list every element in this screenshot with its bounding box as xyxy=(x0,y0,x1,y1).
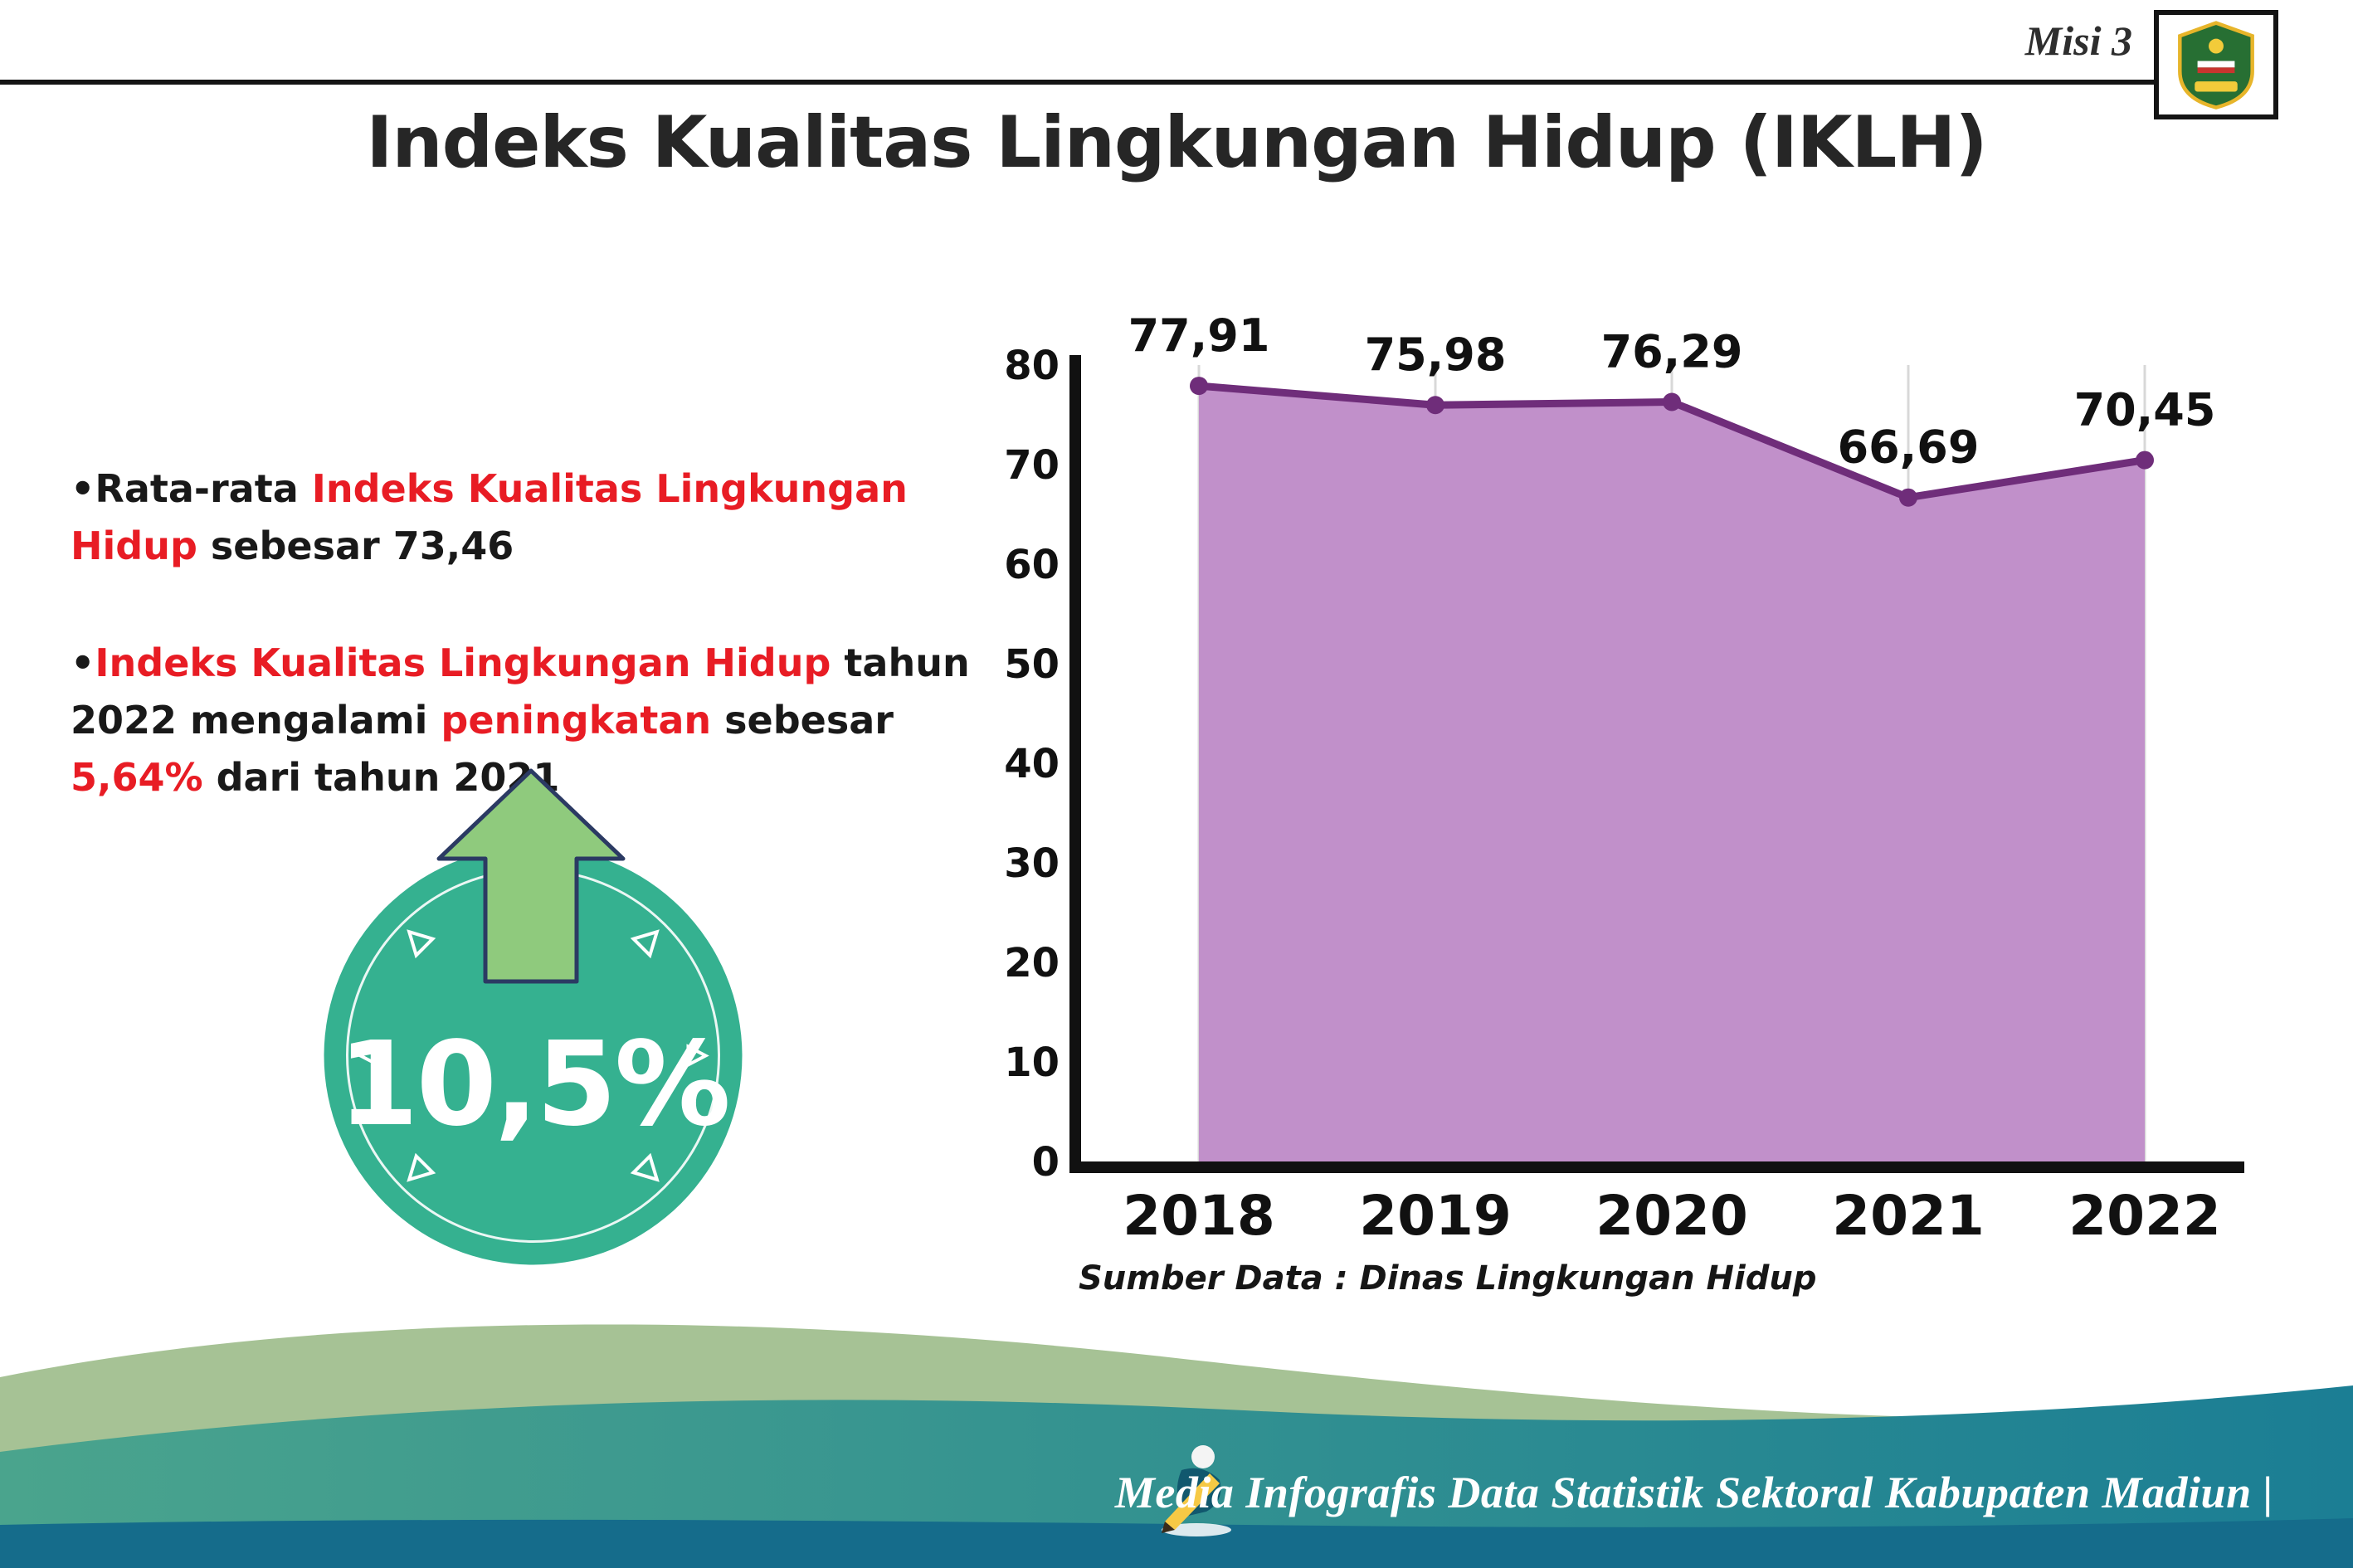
y-axis-line xyxy=(1069,355,1081,1173)
up-arrow-shape xyxy=(436,768,626,984)
kabupaten-madiun-logo xyxy=(2154,10,2278,119)
x-category-label: 2018 xyxy=(1123,1184,1275,1248)
mascot-pencil xyxy=(1165,1473,1220,1530)
point-value-label: 77,91 xyxy=(1128,309,1270,362)
badge-circle-fill xyxy=(324,846,743,1265)
y-tick-label: 20 xyxy=(1004,940,1060,986)
point-value-label: 76,29 xyxy=(1601,326,1743,378)
insight-item-increase: •Indeks Kualitas Lingkungan Hidup tahun … xyxy=(71,635,1008,806)
mascot-pencil-tip xyxy=(1162,1522,1175,1533)
point-value-label: 70,45 xyxy=(2074,384,2216,436)
bullet-marker: • xyxy=(71,466,95,511)
chart-point xyxy=(2136,450,2154,470)
insights-list: •Rata-rata Indeks Kualitas Lingkungan Hi… xyxy=(71,460,1008,866)
text-segment: sebesar xyxy=(711,698,894,743)
text-segment-highlight: peningkatan xyxy=(441,698,712,743)
data-source-note: Sumber Data : Dinas Lingkungan Hidup xyxy=(1079,1259,1817,1298)
text-segment-highlight: Indeks Kualitas Lingkungan Hidup xyxy=(95,640,831,685)
footer-waves xyxy=(0,1324,2353,1568)
text-segment: sebesar 73,46 xyxy=(197,523,514,568)
y-tick-label: 70 xyxy=(1004,442,1060,489)
text-segment-highlight: 5,64% xyxy=(71,755,203,800)
x-category-label: 2022 xyxy=(2068,1184,2221,1248)
y-tick-label: 0 xyxy=(1032,1139,1060,1186)
y-tick-label: 50 xyxy=(1004,641,1060,688)
header-divider xyxy=(0,80,2157,85)
insight-item-average: •Rata-rata Indeks Kualitas Lingkungan Hi… xyxy=(71,460,1008,575)
footer-caption: Media Infografis Data Statistik Sektoral… xyxy=(1114,1468,2273,1517)
badge-triangles xyxy=(357,929,709,1182)
y-tick-label: 10 xyxy=(1004,1040,1060,1086)
chart-area-fill xyxy=(1199,386,2145,1161)
x-axis-line xyxy=(1069,1161,2244,1173)
x-category-label: 2019 xyxy=(1359,1184,1512,1248)
mascot-head xyxy=(1191,1445,1215,1468)
y-tick-label: 80 xyxy=(1004,343,1060,389)
point-value-label: 66,69 xyxy=(1838,421,1980,474)
wave-bottom-strip xyxy=(0,1518,2353,1568)
crest-banner xyxy=(2195,81,2238,92)
crest-band-white xyxy=(2197,61,2235,68)
chart-point xyxy=(1663,392,1681,411)
mascot-base xyxy=(1162,1523,1231,1536)
page-title: Indeks Kualitas Lingkungan Hidup (IKLH) xyxy=(366,101,1987,184)
up-arrow-icon xyxy=(436,767,626,991)
text-segment: tahun 2022 mengalami xyxy=(71,640,970,743)
text-segment: dari tahun 2021 xyxy=(202,755,560,800)
chart-point xyxy=(1190,377,1208,396)
x-category-label: 2021 xyxy=(1832,1184,1985,1248)
point-value-label: 75,98 xyxy=(1365,329,1507,381)
text-segment-highlight: Indeks Kualitas Lingkungan Hidup xyxy=(71,466,908,568)
bullet-marker: • xyxy=(71,640,95,685)
mascot-icon xyxy=(1162,1445,1231,1536)
crest-band-red xyxy=(2197,67,2235,74)
misi-label: Misi 3 xyxy=(2024,17,2132,64)
y-tick-label: 60 xyxy=(1004,542,1060,588)
iklh-area-chart: 0 10 20 30 40 50 60 70 80 2018 2019 2020 2021 2022 77,… xyxy=(983,299,2277,1303)
text-segment: Rata-rata xyxy=(95,466,312,511)
chart-canvas: 0 10 20 30 40 50 60 70 80 2018 2019 2020 2021 2022 77,… xyxy=(1004,309,2244,1248)
chart-point xyxy=(1426,396,1444,415)
chart-point xyxy=(1899,488,1917,507)
crest-icon xyxy=(2178,21,2254,110)
x-category-label: 2020 xyxy=(1595,1184,1748,1248)
crest-star xyxy=(2209,38,2224,54)
y-tick-label: 30 xyxy=(1004,840,1060,887)
y-tick-label: 40 xyxy=(1004,741,1060,787)
badge-value: 10,5% xyxy=(338,1017,731,1152)
